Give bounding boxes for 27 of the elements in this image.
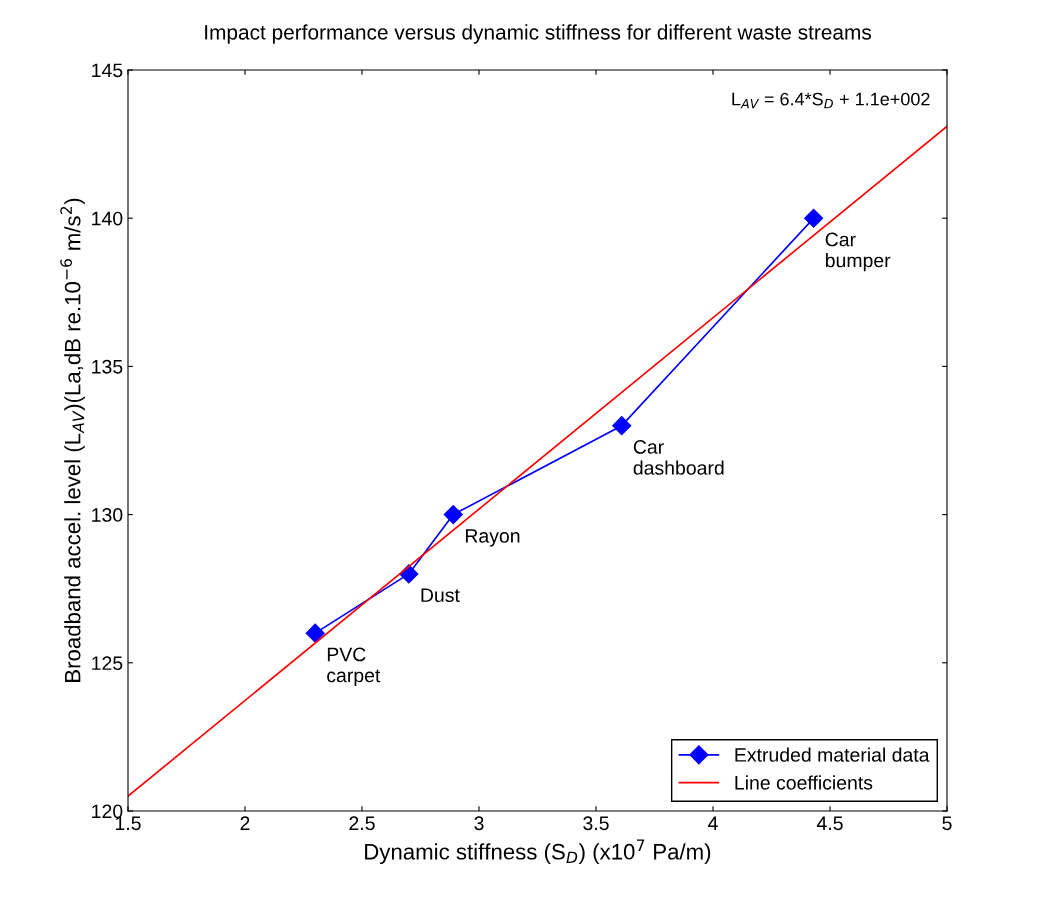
x-tick-label: 2.5 <box>349 816 375 831</box>
annotation: Rayon <box>465 529 520 547</box>
y-tick-label: 140 <box>92 211 123 226</box>
x-tick-label: 2 <box>240 816 250 830</box>
x-tick-label: 3 <box>474 816 484 831</box>
point <box>443 505 463 525</box>
point <box>804 208 824 228</box>
annotation: Dust <box>421 588 460 603</box>
annotation: PVC carpet <box>327 647 381 687</box>
annotation: L$_{AV}$ = 6.4*S$_{D}$ + 1.1e+002 <box>732 92 930 109</box>
annotation: Car bumper <box>825 232 891 272</box>
y-tick-label: 145 <box>92 63 123 78</box>
legend-label: Extruded material data <box>735 747 930 762</box>
point <box>305 623 325 643</box>
x-tick-label: 4 <box>708 816 718 830</box>
x-tick-label: 5 <box>942 816 952 831</box>
legend-label: Line coefficients <box>735 775 873 790</box>
y-tick-label: 125 <box>92 656 123 671</box>
annotation: Car dashboard <box>633 440 724 475</box>
y-tick-label: 135 <box>92 359 123 374</box>
point <box>612 416 632 436</box>
x-tick-label: 3.5 <box>583 816 609 831</box>
x-tick-label: 4.5 <box>816 816 843 831</box>
chart-title: Impact performance versus dynamic stiffness for different waste streams <box>205 24 872 44</box>
y-axis-title: Broadband accel. level (L$_{AV}$)(La,dB re.10$^{−6}$ m/s$^{2}$) <box>60 198 85 682</box>
y-tick-label: 130 <box>92 508 123 522</box>
x-axis-title: Dynamic stiffness (S$_{D}$) (x10$^{7}$ Pa/m) <box>365 839 711 864</box>
